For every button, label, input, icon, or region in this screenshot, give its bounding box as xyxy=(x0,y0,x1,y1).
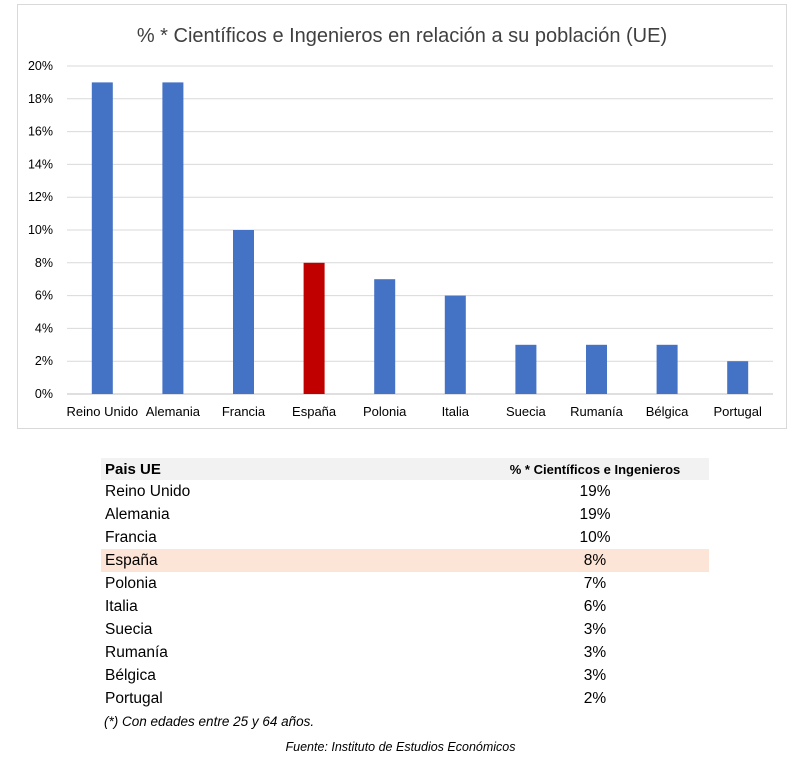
table-row: Polonia 7% xyxy=(101,572,709,595)
x-tick-label: España xyxy=(292,404,337,419)
y-tick-label: 0% xyxy=(35,387,53,401)
bar-italia xyxy=(444,295,466,394)
table-body: Reino Unido 19% Alemania 19% Francia 10% Españ… xyxy=(101,480,709,710)
table-cell-country: Alemania xyxy=(105,505,170,523)
source-note: Fuente: Instituto de Estudios Económicos xyxy=(285,740,516,754)
table-cell-value: 10% xyxy=(579,528,611,546)
table-cell-country: Rumanía xyxy=(105,643,168,661)
table-cell-country: Portugal xyxy=(105,689,163,707)
table-row: Italia 6% xyxy=(101,595,709,618)
table-cell-value: 2% xyxy=(583,689,607,707)
chart-container: % * Científicos e Ingenieros en relación… xyxy=(17,4,787,429)
table-cell-country: Italia xyxy=(105,597,138,615)
table-row: Alemania 19% xyxy=(101,503,709,526)
table-cell-value: 8% xyxy=(481,549,709,572)
bar-suecia xyxy=(515,344,537,394)
table-cell-value: 3% xyxy=(583,666,607,684)
y-axis-ticks: 0% 2% 4% 6% 8% 10% 12% 14% 16% 18% 20% xyxy=(28,59,53,401)
x-tick-label: Portugal xyxy=(713,404,762,419)
table-row: Francia 10% xyxy=(101,526,709,549)
gridlines xyxy=(67,65,773,395)
x-tick-label: Suecia xyxy=(506,404,547,419)
x-tick-label: Bélgica xyxy=(646,404,689,419)
table-header-row: Pais UE % * Científicos e Ingenieros xyxy=(101,458,709,480)
table-row: Reino Unido 19% xyxy=(101,480,709,503)
table-cell-country: Suecia xyxy=(105,620,153,638)
bar-alemania xyxy=(162,82,184,395)
table-cell-value: 3% xyxy=(583,643,607,661)
x-tick-label: Reino Unido xyxy=(67,404,139,419)
table-header-value: % * Científicos e Ingenieros xyxy=(481,458,709,480)
table-row: Bélgica 3% xyxy=(101,664,709,687)
y-tick-label: 18% xyxy=(28,92,53,106)
table-cell-value: 3% xyxy=(583,620,607,638)
y-tick-label: 12% xyxy=(28,190,53,204)
table-cell-value: 19% xyxy=(579,482,611,500)
chart-title: % * Científicos e Ingenieros en relación… xyxy=(137,25,667,47)
table-cell-country: Bélgica xyxy=(105,666,156,684)
table-cell-country: Reino Unido xyxy=(105,482,191,500)
bar-polonia xyxy=(374,279,396,394)
table-cell-value: 7% xyxy=(583,574,607,592)
footnote: (*) Con edades entre 25 y 64 años. xyxy=(104,714,315,729)
y-tick-label: 2% xyxy=(35,354,53,368)
bar-españa xyxy=(303,262,325,394)
x-tick-label: Rumanía xyxy=(570,404,624,419)
x-axis-labels: Reino Unido Alemania Francia España Polonia I… xyxy=(67,404,762,419)
x-tick-label: Alemania xyxy=(146,404,201,419)
y-tick-label: 14% xyxy=(28,157,53,171)
x-tick-label: Francia xyxy=(222,404,266,419)
y-tick-label: 4% xyxy=(35,321,53,335)
x-tick-label: Polonia xyxy=(363,404,407,419)
bar-reino-unido xyxy=(91,82,113,395)
bar-francia xyxy=(233,230,254,394)
y-tick-label: 10% xyxy=(28,223,53,237)
bar-bélgica xyxy=(656,344,678,394)
table-row: Rumanía 3% xyxy=(101,641,709,664)
table-row: Suecia 3% xyxy=(101,618,709,641)
y-tick-label: 6% xyxy=(35,289,53,303)
y-tick-label: 20% xyxy=(28,59,53,73)
data-table: Pais UE % * Científicos e Ingenieros Rei… xyxy=(101,458,709,710)
table-header-country: Pais UE xyxy=(101,458,481,480)
y-tick-label: 8% xyxy=(35,256,53,270)
table-row: España 8% xyxy=(101,549,709,572)
y-tick-label: 16% xyxy=(28,125,53,139)
bar-chart: % * Científicos e Ingenieros en relación… xyxy=(28,25,773,419)
table-cell-value: 6% xyxy=(583,597,607,615)
table-cell-country: España xyxy=(101,549,481,572)
table-cell-country: Francia xyxy=(105,528,157,546)
table-cell-value: 19% xyxy=(579,505,611,523)
bars xyxy=(91,82,749,395)
table-row: Portugal 2% xyxy=(101,687,709,710)
x-tick-label: Italia xyxy=(442,404,470,419)
bar-portugal xyxy=(727,361,749,394)
bar-rumanía xyxy=(586,344,607,394)
table-cell-country: Polonia xyxy=(105,574,157,592)
